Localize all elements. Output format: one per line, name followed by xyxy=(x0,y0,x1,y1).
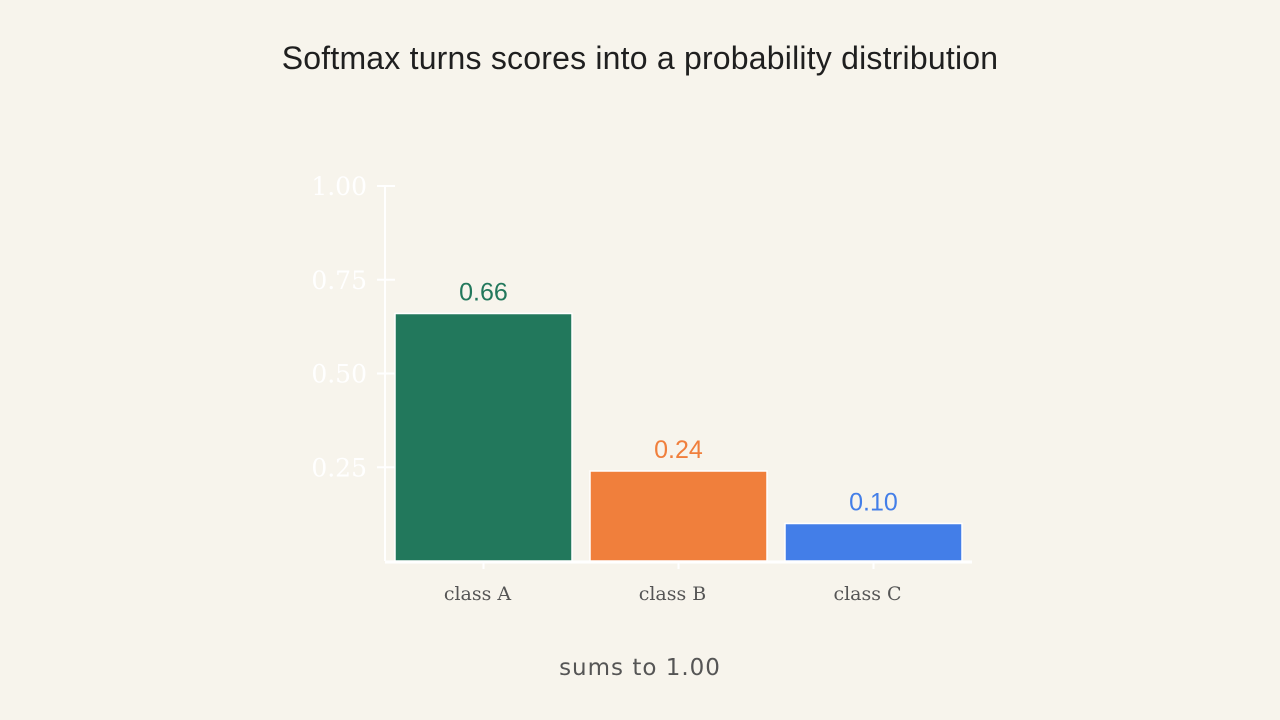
bar xyxy=(784,522,963,562)
bar xyxy=(394,312,573,562)
y-tick-label: 1.00 xyxy=(311,172,367,201)
y-tick-label: 0.50 xyxy=(311,360,367,389)
y-tick-label: 0.25 xyxy=(311,453,367,482)
bar xyxy=(589,470,768,562)
sum-caption: sums to 1.00 xyxy=(559,655,721,681)
y-axis: 0.25 0.50 0.75 1.00 xyxy=(311,172,972,569)
bar-value-label: 0.24 xyxy=(654,436,703,464)
bar-value-label: 0.10 xyxy=(849,489,898,517)
category-label: class A xyxy=(444,583,512,605)
bars xyxy=(394,312,963,562)
category-label: class C xyxy=(833,583,901,605)
y-tick-label: 0.75 xyxy=(311,266,367,295)
category-label: class B xyxy=(639,583,707,605)
labels: 0.66 class A 0.24 class B 0.10 class C xyxy=(444,279,902,606)
chart-title: Softmax turns scores into a probability … xyxy=(281,40,999,76)
bar-value-label: 0.66 xyxy=(459,279,508,307)
